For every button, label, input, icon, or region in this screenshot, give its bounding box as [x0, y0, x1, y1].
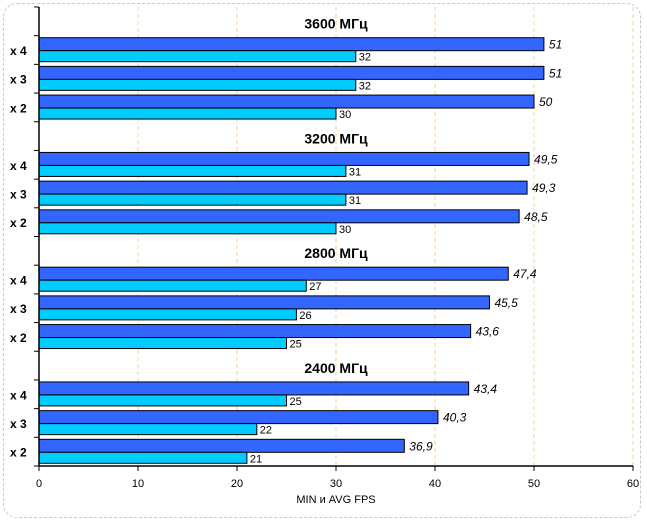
avg-value-label: 45,5 — [494, 296, 518, 310]
category-label: x 4 — [10, 388, 27, 402]
x-tick-label: 10 — [132, 478, 144, 490]
min-bar — [38, 78, 357, 91]
avg-bar — [38, 266, 509, 281]
min-bar — [38, 279, 307, 292]
min-bar — [38, 423, 258, 436]
x-tick-label: 30 — [330, 478, 342, 490]
min-bar — [38, 164, 347, 177]
min-value-label: 25 — [290, 396, 302, 408]
min-bar — [38, 222, 337, 235]
avg-value-label: 51 — [549, 38, 562, 52]
x-tick-label: 50 — [528, 478, 540, 490]
min-bar — [38, 451, 248, 464]
avg-value-label: 47,4 — [513, 267, 537, 281]
avg-bar — [38, 180, 528, 195]
min-bar — [38, 50, 357, 63]
min-value-label: 32 — [359, 80, 371, 92]
min-value-label: 31 — [349, 166, 361, 178]
category-label: x 3 — [10, 302, 27, 316]
avg-value-label: 48,5 — [524, 210, 548, 224]
chart-frame — [3, 3, 641, 518]
x-tick-label: 0 — [36, 478, 42, 490]
category-label: x 2 — [10, 446, 27, 460]
min-value-label: 21 — [250, 453, 262, 465]
labels: 0 10 20 30 40 50 60 3600 МГц 51 32 x 4 51 32 x 3 50 30 x… — [10, 16, 639, 490]
axes — [34, 6, 634, 471]
category-label: x 2 — [10, 216, 27, 230]
category-label: x 2 — [10, 101, 27, 115]
min-value-label: 31 — [349, 195, 361, 207]
min-bar — [38, 107, 337, 120]
min-value-label: 32 — [359, 52, 371, 64]
category-label: x 3 — [10, 187, 27, 201]
avg-value-label: 49,3 — [532, 181, 556, 195]
group-title: 3200 МГц — [304, 130, 368, 146]
x-tick-label: 60 — [627, 478, 639, 490]
avg-bar — [38, 65, 545, 80]
min-bar — [38, 394, 287, 407]
group-title: 2800 МГц — [304, 245, 368, 261]
avg-value-label: 43,4 — [474, 382, 498, 396]
avg-bar — [38, 438, 405, 453]
avg-value-label: 50 — [539, 95, 553, 109]
group-title: 3600 МГц — [304, 16, 368, 32]
min-bar — [38, 337, 287, 350]
category-label: x 2 — [10, 331, 27, 345]
min-value-label: 22 — [260, 425, 272, 437]
min-value-label: 26 — [299, 310, 311, 322]
min-value-label: 27 — [309, 281, 321, 293]
group-title: 2400 МГц — [304, 360, 368, 376]
avg-value-label: 51 — [549, 66, 562, 80]
x-tick-label: 40 — [429, 478, 441, 490]
category-label: x 4 — [10, 274, 27, 288]
min-bar — [38, 193, 347, 206]
avg-bar — [38, 410, 439, 425]
avg-bar — [38, 94, 535, 109]
min-bar — [38, 308, 297, 321]
avg-value-label: 36,9 — [409, 439, 433, 453]
avg-value-label: 40,3 — [443, 411, 467, 425]
avg-bar — [38, 381, 470, 396]
avg-bar — [38, 37, 545, 52]
avg-bar — [38, 324, 472, 339]
category-label: x 3 — [10, 417, 27, 431]
avg-bar — [38, 151, 530, 166]
min-value-label: 30 — [339, 109, 351, 121]
x-tick-label: 20 — [231, 478, 243, 490]
category-label: x 3 — [10, 73, 27, 87]
x-axis-title: MIN и AVG FPS — [296, 494, 375, 506]
category-label: x 4 — [10, 159, 27, 173]
min-value-label: 30 — [339, 224, 351, 236]
avg-bar — [38, 295, 490, 310]
avg-value-label: 49,5 — [534, 152, 558, 166]
min-value-label: 25 — [290, 339, 302, 351]
avg-value-label: 43,6 — [476, 325, 500, 339]
category-label: x 4 — [10, 44, 27, 58]
avg-bar — [38, 209, 520, 224]
